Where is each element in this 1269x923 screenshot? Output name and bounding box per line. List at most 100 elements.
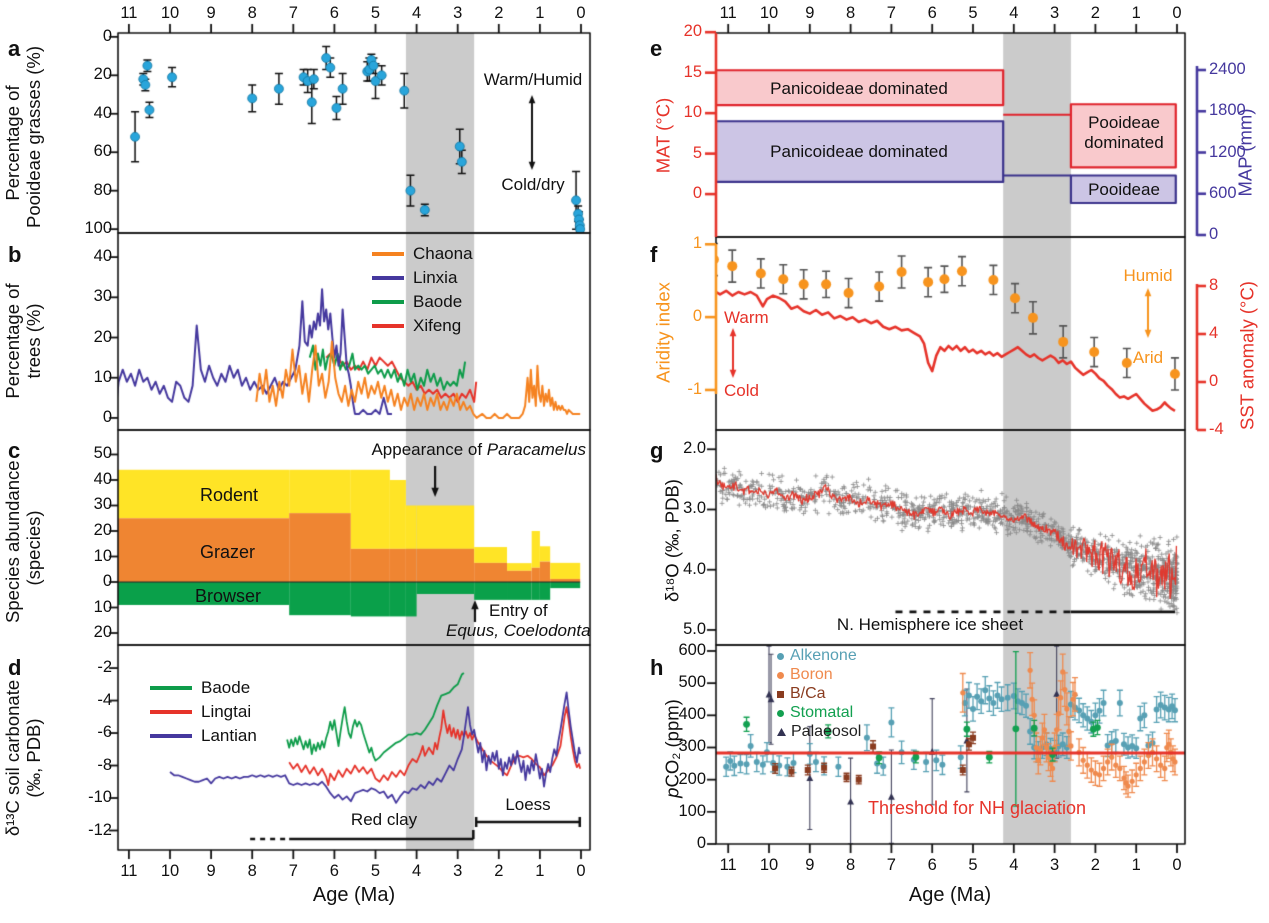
tick-label: 0 bbox=[576, 862, 586, 880]
tick-label: 8 bbox=[846, 4, 856, 22]
tick-label: 5 bbox=[370, 4, 381, 22]
grazer-label: Grazer bbox=[200, 542, 256, 562]
threshold-label: Threshold for NH glaciation bbox=[867, 798, 1087, 818]
lantian-line-swatch bbox=[150, 734, 192, 738]
loess-label: Loess bbox=[505, 795, 551, 814]
tick-label: 1 bbox=[1131, 856, 1141, 874]
tick-label: 11 bbox=[120, 862, 138, 880]
tick-label: 5 bbox=[370, 862, 381, 880]
warm-humid-label: Warm/Humid bbox=[483, 70, 583, 89]
tick-label: 15 bbox=[683, 62, 702, 81]
legend-carbonate: Baode Lingtai Lantian bbox=[150, 678, 257, 750]
tick-label: 50 bbox=[93, 444, 112, 463]
tick-label: -12 bbox=[88, 820, 112, 839]
legend-item-xifeng: Xifeng bbox=[372, 316, 473, 336]
tick-label: 9 bbox=[206, 4, 216, 22]
legend-item-lingtai: Lingtai bbox=[150, 702, 257, 722]
tick-label: 8 bbox=[247, 4, 257, 22]
legend-item-bca: B/Ca bbox=[777, 685, 861, 703]
tick-label: 20 bbox=[93, 623, 112, 641]
tick-label: 0 bbox=[1172, 856, 1182, 874]
panel-letter-h: h bbox=[650, 655, 664, 680]
tick-label: 7 bbox=[288, 862, 298, 880]
panel-letter-g: g bbox=[650, 438, 664, 463]
browser-label: Browser bbox=[195, 586, 262, 606]
tick-label: 1 bbox=[1131, 4, 1141, 22]
tick-label: 1800 bbox=[1209, 101, 1246, 120]
tick-label: 6 bbox=[927, 4, 937, 22]
tick-label: 11 bbox=[719, 4, 737, 22]
tick-label: 100 bbox=[84, 219, 112, 238]
arid-label: Arid bbox=[1132, 348, 1164, 367]
tick-label: 0 bbox=[1209, 225, 1219, 243]
tick-label: 4.0 bbox=[683, 559, 706, 578]
tick-label: 200 bbox=[678, 769, 706, 788]
tick-label: 10 bbox=[759, 856, 779, 874]
tick-label: 10 bbox=[93, 597, 112, 616]
legend-pco2: Alkenone Boron B/Ca Stomatal Palaeosol bbox=[777, 647, 861, 745]
panel-letter-e: e bbox=[650, 36, 663, 61]
panicoideae-pink-label: Panicoideae dominated bbox=[770, 79, 948, 98]
tick-label: 7 bbox=[288, 4, 298, 22]
tick-label: 0 bbox=[102, 407, 112, 426]
tick-label: 8 bbox=[1209, 276, 1219, 294]
legend-item-baode: Baode bbox=[372, 292, 473, 312]
alkenone-marker bbox=[777, 652, 784, 660]
tick-label: 0 bbox=[692, 184, 702, 203]
red-clay-label: Red clay bbox=[350, 810, 418, 829]
tick-label: -1 bbox=[687, 379, 702, 398]
entry-annotation-line1: Entry of bbox=[489, 601, 548, 620]
tick-label: 10 bbox=[93, 367, 112, 386]
tick-label: 4 bbox=[1209, 324, 1219, 342]
legend-trees: Chaona Linxia Baode Xifeng bbox=[372, 244, 473, 340]
tick-label: 5.0 bbox=[683, 619, 706, 638]
tick-label: 600 bbox=[1209, 183, 1237, 202]
panel-letter-f: f bbox=[650, 242, 658, 267]
legend-item-baode-d: Baode bbox=[150, 678, 257, 698]
tick-label: 6 bbox=[927, 856, 937, 874]
tick-label: 40 bbox=[93, 103, 112, 122]
tick-label: 80 bbox=[93, 180, 112, 199]
tick-label: 2 bbox=[494, 4, 504, 22]
tick-label: 6 bbox=[329, 4, 339, 22]
tick-label: 5 bbox=[692, 143, 702, 162]
panicoideae-purple-label: Panicoideae dominated bbox=[770, 142, 948, 161]
stomatal-marker bbox=[777, 709, 784, 717]
panel-letter-b: b bbox=[8, 242, 22, 267]
tick-label: 2 bbox=[1090, 856, 1100, 874]
tick-label: 2400 bbox=[1209, 60, 1246, 78]
tick-label: 4 bbox=[1009, 856, 1019, 874]
tick-label: 7 bbox=[886, 4, 896, 22]
tick-label: 9 bbox=[805, 4, 815, 22]
axis-title-g: δ¹⁸O (‰, PDB) bbox=[661, 479, 683, 602]
x-axis-label-left: Age (Ma) bbox=[312, 884, 396, 906]
axis-title-b: Percentage of trees (%) bbox=[2, 283, 44, 399]
humid-label: Humid bbox=[1123, 266, 1173, 285]
tick-label: 3 bbox=[453, 862, 463, 880]
tick-label: 500 bbox=[678, 673, 706, 692]
tick-label: 10 bbox=[160, 862, 180, 880]
tick-label: 0 bbox=[102, 26, 112, 45]
tick-label: 1 bbox=[535, 862, 545, 880]
pooideae-dominated-label: Pooideae dominated bbox=[1084, 113, 1164, 152]
tick-label: 10 bbox=[93, 546, 112, 565]
tick-label: 20 bbox=[93, 65, 112, 84]
tick-label: 5 bbox=[968, 4, 978, 22]
paracamelus-annotation: Appearance of Paracamelus bbox=[371, 440, 586, 459]
cold-label: Cold bbox=[724, 381, 759, 400]
tick-label: 40 bbox=[93, 247, 112, 266]
tick-label: 60 bbox=[93, 142, 112, 161]
tick-label: 300 bbox=[678, 737, 706, 756]
panel-letter-c: c bbox=[8, 438, 21, 463]
tick-label: 3 bbox=[453, 4, 463, 22]
tick-label: 0 bbox=[1172, 4, 1182, 22]
tick-label: 4 bbox=[1009, 4, 1019, 22]
legend-item-boron: Boron bbox=[777, 666, 861, 684]
tick-label: 20 bbox=[93, 520, 112, 539]
tick-label: 7 bbox=[886, 856, 896, 874]
tick-label: 400 bbox=[678, 705, 706, 724]
tick-label: 2.0 bbox=[683, 439, 706, 458]
tick-label: 10 bbox=[759, 4, 779, 22]
